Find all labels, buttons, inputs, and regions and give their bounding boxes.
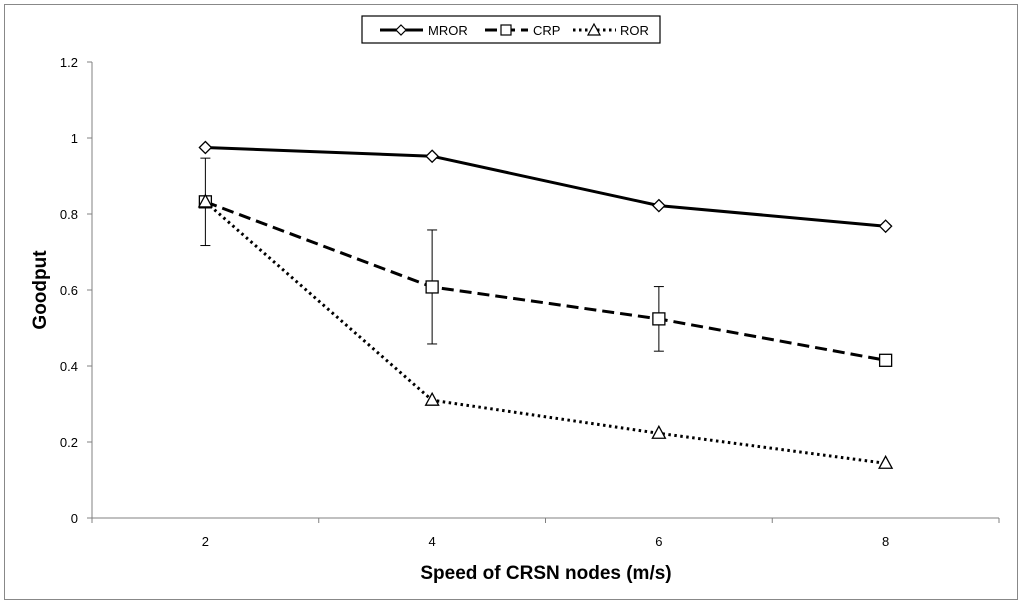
x-axis-title: Speed of CRSN nodes (m/s) [420,563,671,584]
legend-label-ror: ROR [620,23,649,38]
y-axis-title: Goodput [30,250,51,330]
series-markers-crp [198,195,893,367]
y-tick-label: 0.2 [60,435,78,450]
axes: 0 0.2 0.4 0.6 0.8 1 1.2 2 4 6 8 [60,55,1000,549]
data-point-ror [424,391,440,406]
y-tick-label: 0 [71,511,78,526]
data-point-ror [878,454,894,469]
data-point-mror [878,219,893,234]
data-point-ror [197,193,213,208]
y-tick-label: 1 [71,131,78,146]
data-point-ror [651,424,667,439]
series-ror [204,200,886,465]
x-tick-label: 4 [429,534,436,549]
legend-marker-crp [500,24,512,36]
chart-frame [4,4,1018,600]
x-tick-label: 8 [882,534,889,549]
series-markers-ror [197,193,894,469]
series-layer [197,140,894,469]
legend-marker-ror [586,22,602,36]
y-tick-label: 1.2 [60,55,78,70]
legend-label-mror: MROR [428,23,468,38]
data-point-mror [425,149,440,164]
data-point-crp [878,353,893,367]
data-point-crp [425,280,439,294]
x-tick-label: 2 [202,534,209,549]
legend-label-crp: CRP [533,23,560,38]
legend: MROR CRP ROR [361,15,661,44]
y-tick-label: 0.6 [60,283,78,298]
legend-item-ror: ROR [573,22,649,38]
legend-item-crp: CRP [485,23,560,38]
x-tick-label: 6 [655,534,662,549]
data-point-crp [652,312,666,326]
data-point-mror [651,198,666,213]
y-tick-label: 0.4 [60,359,78,374]
data-point-mror [198,140,213,155]
series-line-ror [204,200,886,465]
series-markers-mror [198,140,893,234]
series-line-mror [205,146,886,228]
series-crp [200,157,886,362]
series-mror [205,146,886,228]
series-line-crp [204,200,886,362]
legend-item-mror: MROR [380,23,468,38]
y-tick-label: 0.8 [60,207,78,222]
legend-marker-mror [395,24,407,36]
